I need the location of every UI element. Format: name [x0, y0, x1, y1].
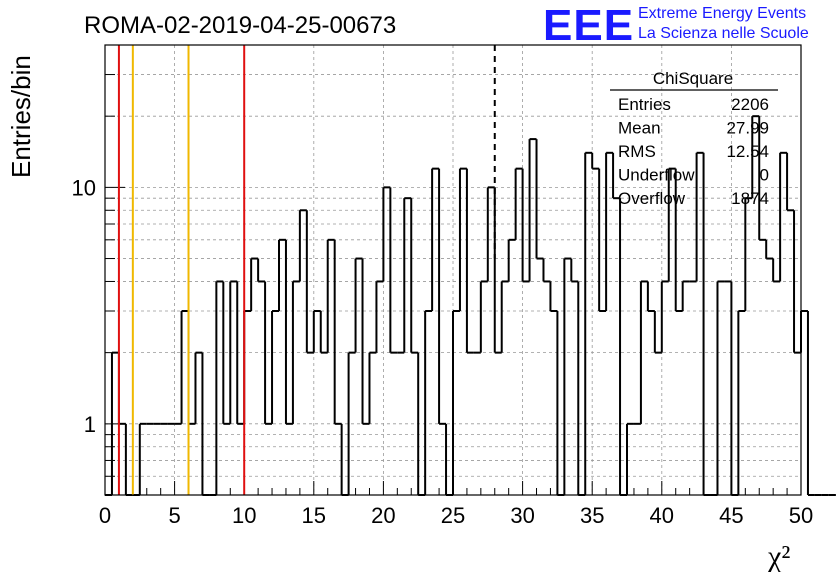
x-tick-label: 40 — [650, 503, 674, 528]
stats-box: ChiSquare Entries 2206 Mean 27.99 RMS 12.54 Un… — [610, 69, 778, 208]
x-tick-label: 10 — [232, 503, 256, 528]
x-tick-label: 35 — [580, 503, 604, 528]
run-title: ROMA-02-2019-04-25-00673 — [84, 12, 396, 39]
stats-row-value: 1874 — [731, 189, 769, 208]
x-tick-label: 30 — [510, 503, 534, 528]
plot-frame — [104, 44, 802, 496]
x-tick-label: 15 — [302, 503, 326, 528]
stats-row-label: Underflow — [618, 166, 695, 185]
x-axis-label: χ² — [767, 540, 790, 572]
stats-row-value: 2206 — [731, 95, 769, 114]
x-tick-label: 25 — [441, 503, 465, 528]
x-tick-label: 5 — [168, 503, 180, 528]
y-tick-label: 1 — [84, 412, 96, 437]
y-axis-label: Entries/bin — [6, 55, 36, 178]
x-tick-label: 20 — [371, 503, 395, 528]
x-tick-label: 0 — [99, 503, 111, 528]
stats-row-value: 0 — [760, 166, 769, 185]
stats-row-value: 12.54 — [726, 142, 769, 161]
y-tick-label: 10 — [72, 175, 96, 200]
stats-row-value: 27.99 — [726, 119, 769, 138]
stats-row-label: Overflow — [618, 189, 686, 208]
x-tick-label: 50 — [789, 503, 813, 528]
histogram-series — [105, 115, 836, 496]
stats-row-label: RMS — [618, 142, 656, 161]
reference-lines — [117, 45, 496, 495]
stats-row-label: Mean — [618, 119, 661, 138]
stats-row-label: Entries — [618, 95, 671, 114]
logo-line-1: Extreme Energy Events — [638, 5, 806, 22]
eee-logo-text: EEE — [543, 1, 634, 50]
eee-logo: EEE Extreme Energy Events La Scienza nel… — [543, 1, 809, 50]
logo-line-2: La Scienza nelle Scuole — [638, 25, 809, 42]
x-tick-label: 45 — [719, 503, 743, 528]
stats-title: ChiSquare — [653, 69, 733, 88]
tick-labels: 0 5 10 15 20 25 30 35 40 45 50 1 10 — [72, 175, 814, 528]
